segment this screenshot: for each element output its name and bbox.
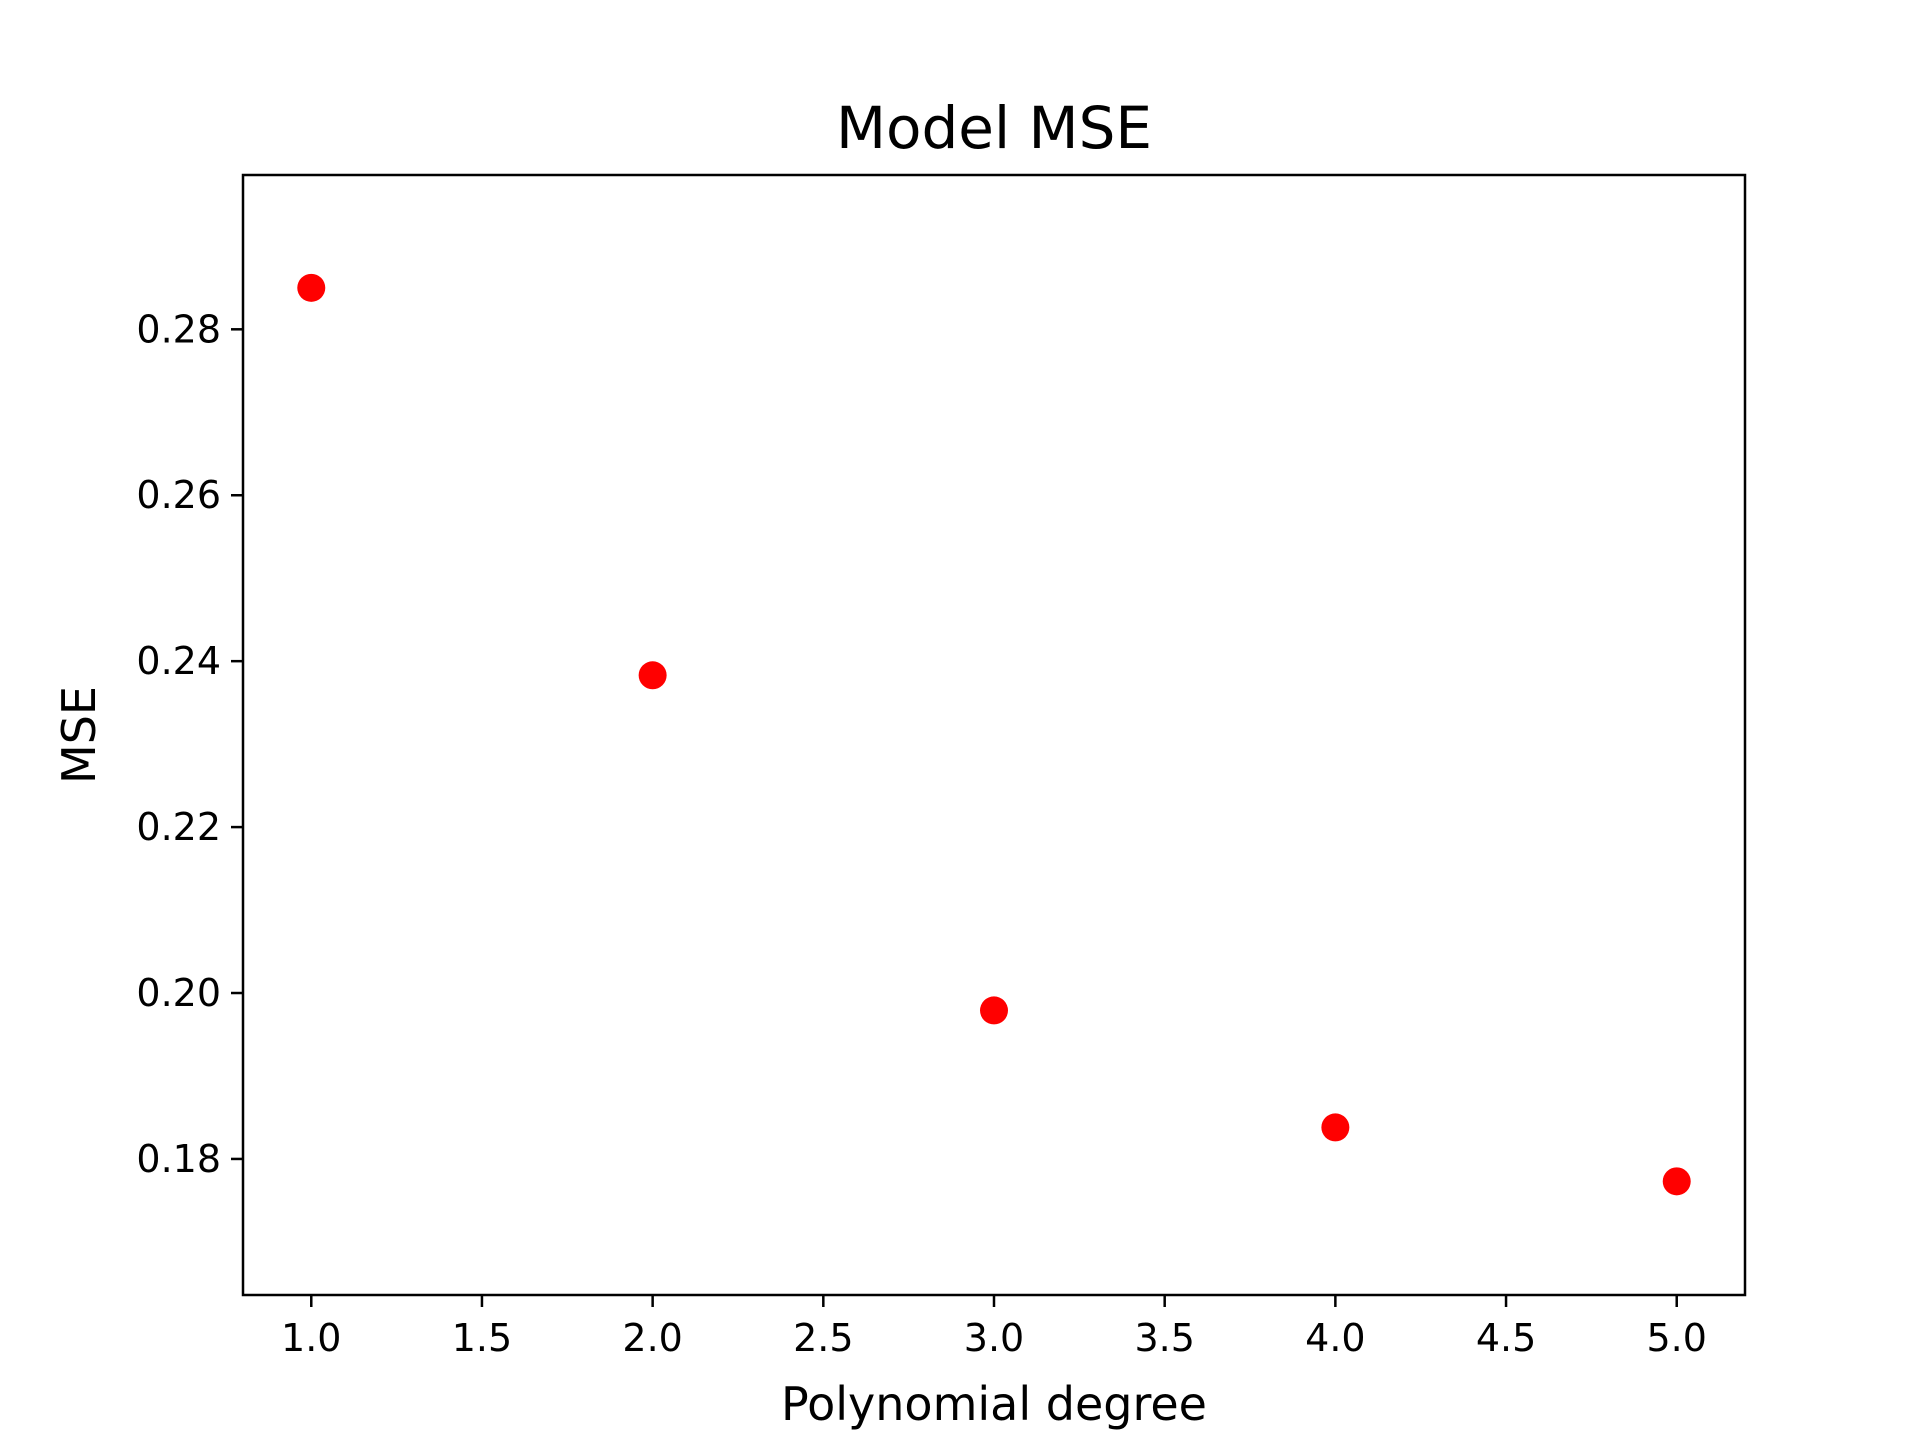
- data-point: [297, 273, 326, 302]
- plot-frame: [241, 173, 1747, 1297]
- y-tick-label: 0.18: [136, 1137, 221, 1181]
- x-tick-label: 3.0: [964, 1316, 1024, 1360]
- y-tick-label: 0.24: [136, 639, 221, 683]
- data-point: [1321, 1113, 1350, 1142]
- x-axis-label: Polynomial degree: [781, 1377, 1207, 1431]
- y-axis-ticks: 0.18 0.20 0.22 0.24 0.26 0.28: [136, 307, 243, 1181]
- data-point: [980, 996, 1008, 1025]
- x-axis-ticks: 1.0 1.5 2.0 2.5 3.0 3.5 4.0 4.5 5.0: [281, 1295, 1707, 1360]
- y-tick-label: 0.28: [136, 307, 221, 351]
- x-tick-label: 1.0: [281, 1316, 341, 1360]
- x-tick-label: 4.0: [1305, 1316, 1365, 1360]
- y-tick-label: 0.22: [136, 805, 221, 849]
- data-points: [297, 273, 1691, 1196]
- y-axis-label: MSE: [52, 686, 106, 784]
- x-tick-label: 2.5: [793, 1316, 853, 1360]
- y-tick-label: 0.26: [136, 473, 221, 517]
- data-point: [1662, 1167, 1691, 1196]
- x-tick-label: 3.5: [1134, 1316, 1194, 1360]
- chart-title: Model MSE: [836, 94, 1152, 162]
- y-tick-label: 0.20: [136, 971, 221, 1015]
- data-point: [638, 661, 667, 690]
- x-tick-label: 5.0: [1647, 1316, 1707, 1360]
- x-tick-label: 4.5: [1476, 1316, 1536, 1360]
- x-tick-label: 2.0: [622, 1316, 682, 1360]
- x-tick-label: 1.5: [452, 1316, 512, 1360]
